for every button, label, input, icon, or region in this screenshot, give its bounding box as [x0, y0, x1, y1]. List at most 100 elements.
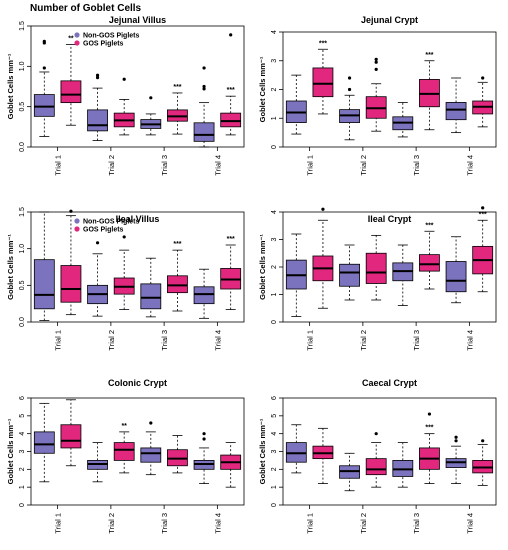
- outlier-point: [454, 435, 458, 439]
- x-tick-label: Trial 3: [160, 513, 169, 534]
- outlier-point: [374, 57, 378, 61]
- legend-label: Non-GOS Piglets: [83, 33, 140, 40]
- x-tick-label: Trial 2: [107, 330, 116, 351]
- significance-label: ***: [227, 87, 235, 94]
- panel-ileal-crypt: Ileal Crypt 0 1 2 3 4 Goblet Cells mm⁻¹ Trial 1…: [258, 206, 497, 351]
- legend-swatch: [74, 32, 80, 38]
- significance-label: **: [68, 36, 74, 43]
- outlier-point: [95, 76, 100, 80]
- box-gos-trial-1: [312, 427, 334, 485]
- outlier-point: [122, 77, 126, 81]
- box-iqr: [140, 283, 162, 310]
- box-iqr: [33, 431, 55, 454]
- panel-title: Caecal Crypt: [362, 378, 417, 388]
- y-tick-label: 6: [19, 396, 26, 400]
- y-tick-label: 1.5: [19, 207, 26, 217]
- y-tick-label: 0: [271, 320, 278, 324]
- outlier-point: [202, 432, 206, 436]
- box-nongos-trial-3: [140, 96, 162, 136]
- y-tick-label: 3: [271, 59, 278, 63]
- outlier-point: [374, 432, 378, 436]
- outlier-point: [95, 73, 100, 77]
- box-iqr: [60, 424, 82, 449]
- x-tick-label: Trial 2: [359, 513, 368, 534]
- box-iqr: [193, 286, 215, 305]
- outlier-point: [202, 437, 206, 441]
- y-tick-label: 0.5: [19, 280, 26, 290]
- y-tick-label: 1: [271, 292, 278, 296]
- y-tick-label: 2: [271, 87, 278, 91]
- y-tick-label: 0: [271, 503, 278, 507]
- panel-jejunal-crypt: Jejunal Crypt 0 1 2 3 4 Goblet Cells mm⁻¹ *** Tr…: [258, 15, 497, 176]
- box-gos-trial-4: [472, 206, 494, 293]
- y-tick-label: 2: [19, 467, 26, 471]
- panel-colonic-crypt: Colonic Crypt 0 1 2 3 4 5 6 Goblet Cells mm⁻¹ Tri…: [6, 378, 245, 534]
- box-iqr: [140, 447, 162, 463]
- box-gos-trial-1: [60, 399, 82, 467]
- figure-title: Number of Goblet Cells: [30, 3, 142, 14]
- box-iqr: [419, 254, 440, 272]
- box-nongos-trial-1: [285, 74, 307, 135]
- x-tick-label: Trial 1: [54, 155, 63, 176]
- box-nongos-trial-4: [193, 268, 215, 319]
- x-tick-label: Trial 1: [306, 155, 315, 176]
- box-nongos-trial-3: [140, 421, 162, 476]
- plot-frame: [30, 25, 245, 148]
- box-iqr: [113, 442, 135, 461]
- box-nongos-trial-2: [339, 76, 360, 141]
- outlier-point: [202, 84, 206, 89]
- box-iqr: [60, 80, 82, 104]
- box-gos-trial-2: [365, 432, 387, 488]
- box-nongos-trial-2: [339, 452, 360, 492]
- x-tick-label: Trial 3: [160, 155, 169, 176]
- x-tick-label: Trial 4: [213, 155, 222, 176]
- y-tick-label: 1: [271, 485, 278, 489]
- box-gos-trial-1: [312, 207, 334, 309]
- y-tick-label: 3: [19, 449, 26, 453]
- outlier-point: [347, 76, 352, 80]
- y-tick-label: 1.0: [19, 61, 26, 71]
- significance-label: ***: [425, 222, 433, 229]
- x-tick-label: Trial 1: [54, 513, 63, 534]
- x-tick-label: Trial 4: [465, 513, 474, 534]
- panel-ileal-villus: Ileal Villus 0.0 0.5 1.0 1.5 Goblet Cells mm⁻…: [6, 207, 245, 351]
- y-tick-label: 0.0: [19, 142, 26, 152]
- significance-label: ***: [227, 236, 235, 243]
- outlier-point: [42, 41, 46, 45]
- box-gos-trial-4: [220, 244, 242, 310]
- box-gos-trial-3: [167, 435, 188, 474]
- y-tick-label: 0: [19, 503, 26, 507]
- x-tick-label: Trial 1: [54, 330, 63, 351]
- box-nongos-trial-4: [193, 66, 215, 148]
- x-tick-label: Trial 1: [306, 330, 315, 351]
- y-tick-label: 4: [271, 432, 278, 436]
- y-tick-label: 2: [271, 467, 278, 471]
- y-axis-label: Goblet Cells mm⁻¹: [6, 418, 15, 484]
- outlier-point: [69, 209, 73, 213]
- box-gos-trial-3: [419, 230, 440, 290]
- y-axis-label: Goblet Cells mm⁻¹: [6, 234, 15, 300]
- outlier-point: [202, 87, 206, 91]
- box-gos-trial-1: [60, 209, 82, 316]
- y-tick-label: 5: [19, 414, 26, 418]
- outlier-point: [42, 66, 46, 70]
- outlier-point: [374, 60, 378, 64]
- box-nongos-trial-4: [445, 435, 467, 485]
- box-iqr: [220, 112, 242, 128]
- box-iqr: [33, 94, 55, 117]
- box-nongos-trial-3: [392, 102, 414, 138]
- y-axis-label: Goblet Cells mm⁻¹: [258, 234, 267, 300]
- box-gos-trial-2: [113, 235, 135, 310]
- panel-title: Ileal Villus: [116, 214, 160, 224]
- y-tick-label: 2: [271, 265, 278, 269]
- box-nongos-trial-2: [87, 442, 108, 483]
- box-nongos-trial-1: [33, 39, 55, 137]
- box-iqr: [445, 261, 467, 293]
- box-gos-trial-2: [365, 234, 387, 301]
- box-gos-trial-2: [113, 431, 135, 474]
- significance-label: ***: [173, 84, 181, 91]
- box-nongos-trial-1: [33, 402, 55, 483]
- y-axis-label: Goblet Cells mm⁻¹: [258, 418, 267, 484]
- box-iqr: [445, 102, 467, 121]
